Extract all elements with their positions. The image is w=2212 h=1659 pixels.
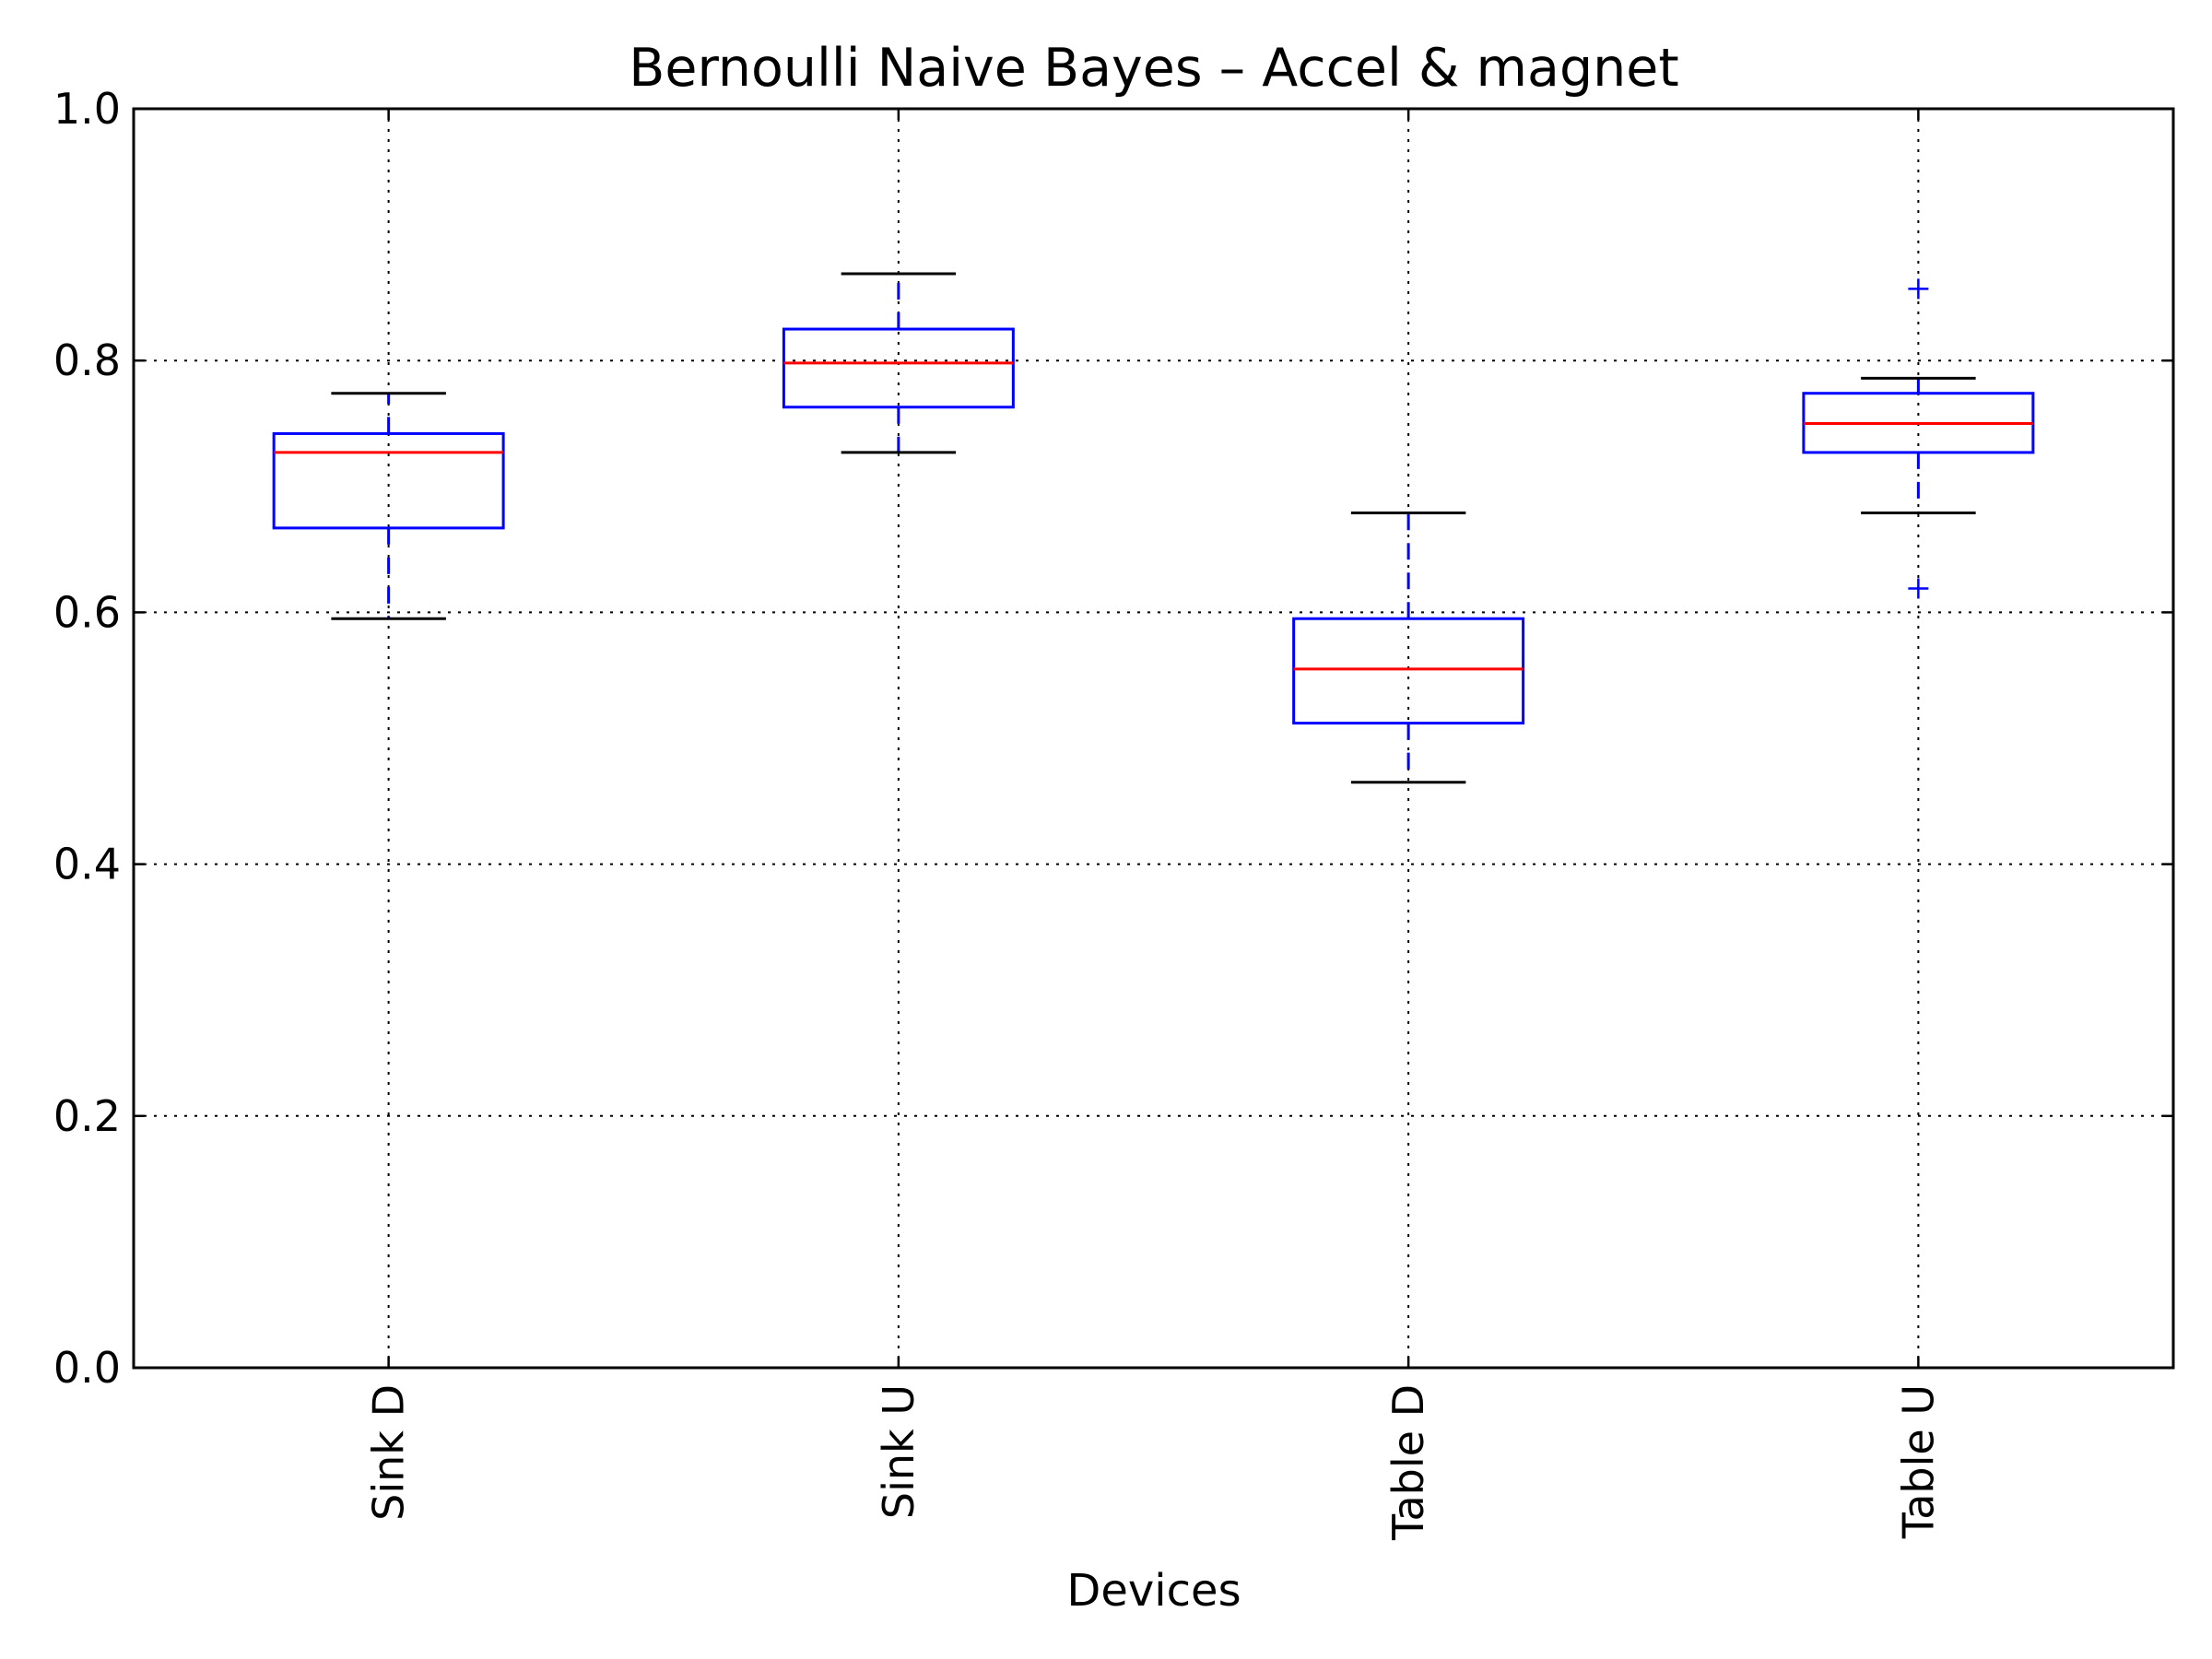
plot-frame [132, 107, 2175, 1370]
x-axis-label: Devices [1066, 1565, 1241, 1617]
y-axis: 0.0 0.2 0.4 0.6 0.8 1.0 [53, 84, 2173, 1393]
outlier-point [1908, 278, 1929, 300]
x-tick-label: Sink D [364, 1384, 414, 1521]
y-tick-label: 0.2 [53, 1091, 121, 1141]
iqr-box [1292, 617, 1525, 725]
iqr-box [272, 431, 505, 530]
y-tick-label: 0.4 [53, 840, 121, 889]
x-axis: Sink D Sink U Table D Table U [364, 109, 1943, 1541]
y-tick-label: 0.8 [53, 335, 121, 385]
x-tick-label: Table U [1893, 1384, 1943, 1539]
y-tick-label: 0.0 [53, 1343, 121, 1393]
box-sink-d [272, 392, 505, 620]
x-tick-label: Table D [1383, 1384, 1433, 1541]
chart-title: Bernoulli Naive Bayes – Accel & magnet [629, 38, 1678, 99]
x-tick-label: Sink U [874, 1384, 924, 1519]
box-table-u [1802, 278, 2035, 599]
outlier-point [1908, 578, 1929, 599]
box-sink-u [782, 272, 1015, 454]
y-tick-label: 1.0 [53, 84, 121, 134]
box-table-d [1292, 511, 1525, 784]
y-tick-label: 0.6 [53, 587, 121, 637]
boxes [272, 272, 2035, 784]
iqr-box [782, 327, 1015, 409]
